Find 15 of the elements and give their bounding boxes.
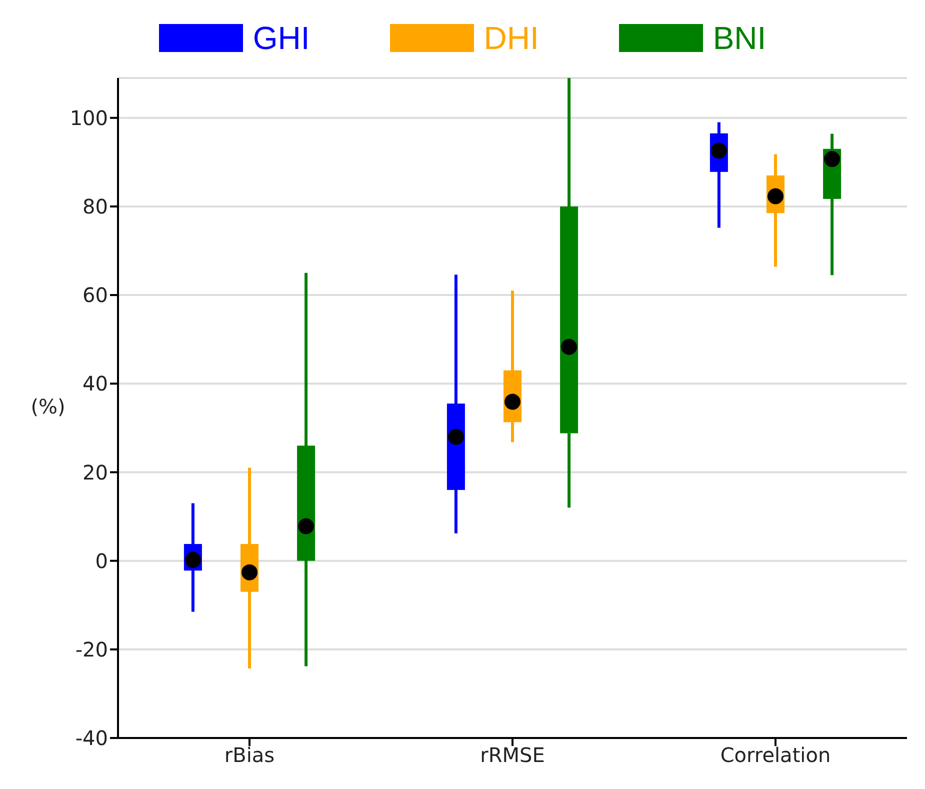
y-axis-title: (%) <box>30 394 66 418</box>
x-tick-label: Correlation <box>720 743 831 768</box>
y-tick-label: 80 <box>82 194 108 219</box>
x-tick-label: rBias <box>224 743 275 768</box>
y-tick-label: 20 <box>82 460 108 484</box>
legend-label: DHI <box>484 20 539 56</box>
y-tick-label: 100 <box>70 106 108 130</box>
legend-label: BNI <box>712 20 766 56</box>
y-tick-label: 0 <box>95 548 108 573</box>
y-tick-label: -20 <box>75 638 108 662</box>
y-tick-label: 40 <box>82 372 108 396</box>
y-tick-label: -40 <box>75 726 108 750</box>
legend-label: GHI <box>252 20 310 56</box>
x-tick-label: rRMSE <box>480 743 545 768</box>
y-tick-label: 60 <box>82 283 108 308</box>
